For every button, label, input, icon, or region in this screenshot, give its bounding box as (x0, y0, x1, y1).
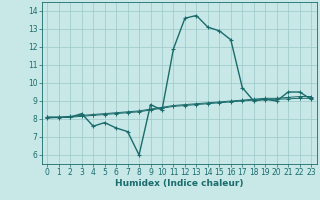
X-axis label: Humidex (Indice chaleur): Humidex (Indice chaleur) (115, 179, 244, 188)
